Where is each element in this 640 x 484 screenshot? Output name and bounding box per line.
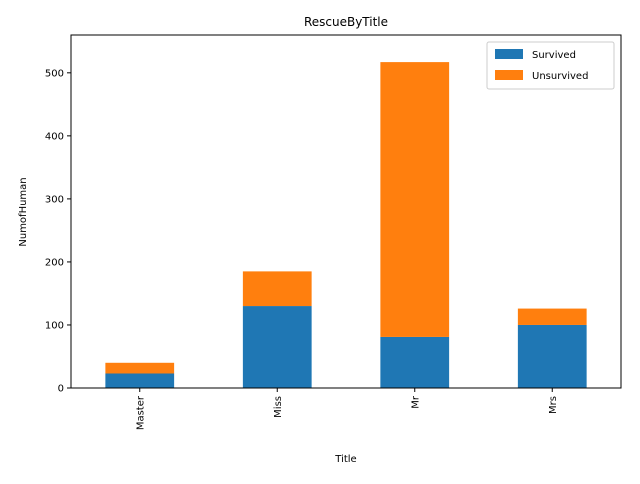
legend-swatch-survived: [495, 49, 523, 59]
y-tick-label: 0: [58, 384, 64, 395]
axes-group: 0 100 200 300 400 500 Master Miss Mr Mrs: [45, 34, 622, 430]
bar-mr-unsurvived: [380, 62, 450, 337]
y-tick-label: 200: [45, 257, 64, 268]
bar-master-survived: [105, 373, 175, 388]
y-tick-label: 100: [45, 320, 64, 331]
x-tick-label-master: Master: [135, 395, 146, 430]
x-tick-label-mrs: Mrs: [548, 396, 559, 414]
bar-mrs-unsurvived: [517, 308, 587, 325]
x-axis-label: Title: [334, 454, 356, 465]
bar-master-unsurvived: [105, 362, 175, 374]
y-tick-label: 400: [45, 131, 64, 142]
bar-mr-survived: [380, 336, 450, 388]
x-tick-label-mr: Mr: [410, 395, 421, 409]
chart-title: RescueByTitle: [304, 15, 388, 29]
bar-mrs-survived: [517, 324, 587, 388]
legend-swatch-unsurvived: [495, 70, 523, 80]
legend: Survived Unsurvived: [486, 41, 615, 90]
bar-miss-survived: [242, 306, 312, 388]
plot-frame: [70, 34, 622, 389]
bars-group: [105, 62, 587, 388]
y-axis-label: NumofHuman: [18, 177, 29, 246]
x-tick-label-miss: Miss: [273, 396, 284, 418]
y-tick-label: 300: [45, 194, 64, 205]
bar-miss-unsurvived: [242, 271, 312, 307]
legend-label-unsurvived: Unsurvived: [532, 71, 588, 82]
legend-label-survived: Survived: [532, 50, 576, 61]
y-tick-label: 500: [45, 68, 64, 79]
